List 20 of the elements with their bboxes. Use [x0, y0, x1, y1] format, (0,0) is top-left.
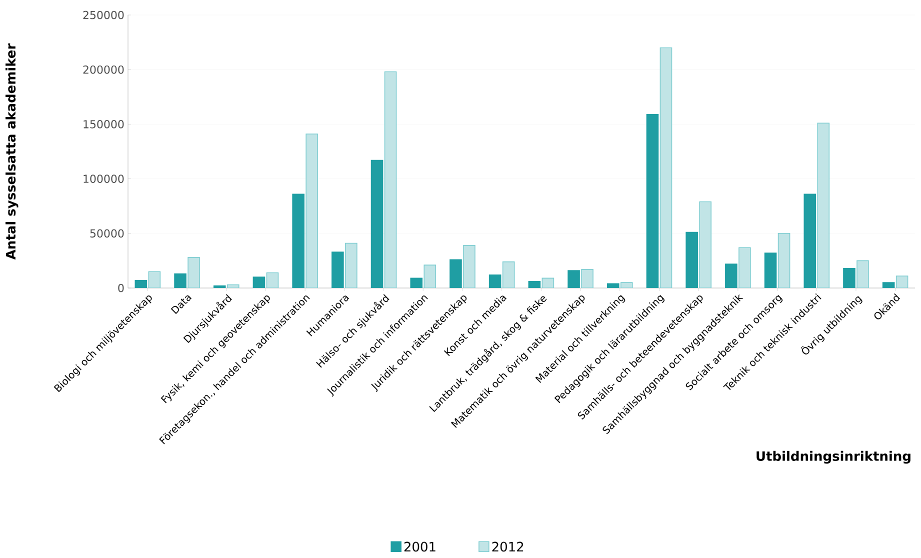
bar: [778, 233, 790, 288]
bar: [384, 71, 397, 288]
y-tick-label: 0: [118, 284, 124, 292]
bar: [148, 271, 161, 288]
y-tick-label: 150000: [84, 120, 124, 128]
bar: [660, 47, 672, 288]
legend-label: 2012: [492, 542, 524, 552]
bar: [502, 261, 515, 288]
bar: [817, 122, 830, 288]
y-tick-label: 200000: [83, 65, 124, 74]
bar: [306, 134, 318, 288]
x-axis-title: Utbildningsinriktning: [756, 450, 910, 464]
y-tick-label: 50000: [90, 229, 124, 238]
y-axis-title: Antal sysselsatta akademiker: [6, 43, 18, 260]
y-tick-label: 250000: [83, 10, 124, 20]
bar: [266, 272, 279, 288]
legend-label: 2001: [404, 542, 436, 552]
bar: [345, 242, 358, 288]
y-tick-label: 100000: [84, 174, 124, 183]
bar: [699, 201, 712, 288]
